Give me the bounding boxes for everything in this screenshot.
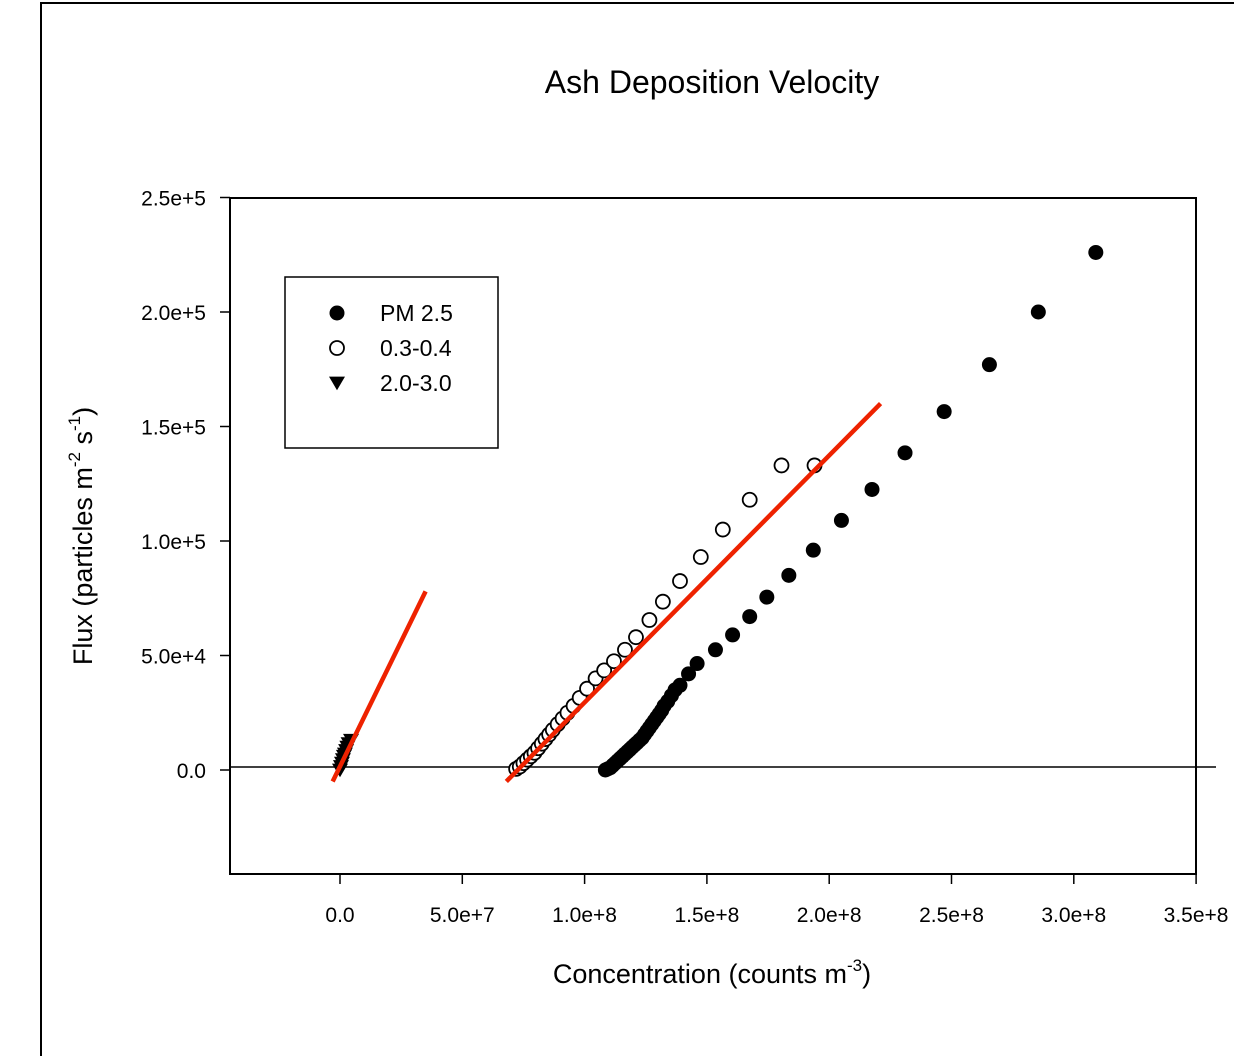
x-tick-label: 3.0e+8 <box>1041 904 1106 927</box>
data-point <box>741 491 758 508</box>
data-point <box>936 404 952 420</box>
x-tick-label: 1.0e+8 <box>552 904 617 927</box>
x-tick-label: 3.5e+8 <box>1164 904 1229 927</box>
data-point <box>672 573 688 589</box>
data-point <box>672 677 688 693</box>
data-point <box>714 521 731 538</box>
data-point <box>725 627 741 643</box>
legend-marker <box>329 340 345 356</box>
chart-title: Ash Deposition Velocity <box>545 64 879 100</box>
plot-area <box>229 197 1197 875</box>
x-axis: 0.0 5.0e+7 1.0e+8 1.5e+8 2.0e+8 2.5e+8 3.0e+8 3… <box>325 874 1229 927</box>
legend-marker <box>329 305 345 321</box>
data-point <box>781 567 797 583</box>
data-point <box>596 662 613 679</box>
legend-marker <box>329 376 345 391</box>
legend: PM 2.5 0.3-0.4 2.0-3.0 <box>284 276 499 449</box>
data-point <box>1030 304 1046 320</box>
y-axis: 0.0 5.0e+4 1.0e+5 1.5e+5 2.0e+5 2.5e+5 <box>141 188 230 783</box>
x-tick-label: 2.5e+8 <box>919 904 984 927</box>
data-point <box>864 481 880 497</box>
chart-frame <box>40 2 1234 1056</box>
legend-label: PM 2.5 <box>380 300 453 326</box>
fit-line <box>504 402 883 784</box>
y-tick-label: 2.0e+5 <box>141 302 206 325</box>
y-tick-label: 2.5e+5 <box>141 188 206 211</box>
data-point <box>689 656 705 672</box>
x-tick-label: 5.0e+7 <box>430 904 495 927</box>
data-point <box>654 593 671 610</box>
data-point <box>617 641 633 658</box>
x-axis-label: Concentration (counts m-3) <box>553 956 871 989</box>
y-tick-label: 5.0e+4 <box>141 646 206 669</box>
y-tick-label: 0.0 <box>177 760 206 783</box>
data-point <box>641 612 658 628</box>
data-point <box>579 680 595 697</box>
data-point <box>606 653 622 670</box>
data-point <box>981 357 997 373</box>
data-point <box>805 542 821 558</box>
fit-line <box>330 590 428 783</box>
data-point <box>742 609 758 625</box>
y-tick-label: 1.0e+5 <box>141 531 206 554</box>
x-tick-label: 0.0 <box>325 904 354 927</box>
fit-lines <box>330 402 883 784</box>
y-axis-label: Flux (particles m-2 s-1) <box>65 407 98 665</box>
data-point <box>628 629 644 646</box>
data-point <box>759 589 775 605</box>
data-point <box>707 642 723 658</box>
data-point <box>1088 244 1104 260</box>
data-point <box>773 457 790 474</box>
data-point <box>681 666 697 682</box>
legend-label: 2.0-3.0 <box>380 370 452 396</box>
data-point <box>897 445 913 461</box>
data-point <box>692 549 709 565</box>
x-tick-label: 1.5e+8 <box>674 904 739 927</box>
series-1 <box>597 244 1104 778</box>
data-point <box>833 512 849 528</box>
legend-label: 0.3-0.4 <box>380 335 452 361</box>
x-tick-label: 2.0e+8 <box>797 904 862 927</box>
y-tick-label: 1.5e+5 <box>141 417 206 440</box>
legend-box <box>284 276 499 449</box>
